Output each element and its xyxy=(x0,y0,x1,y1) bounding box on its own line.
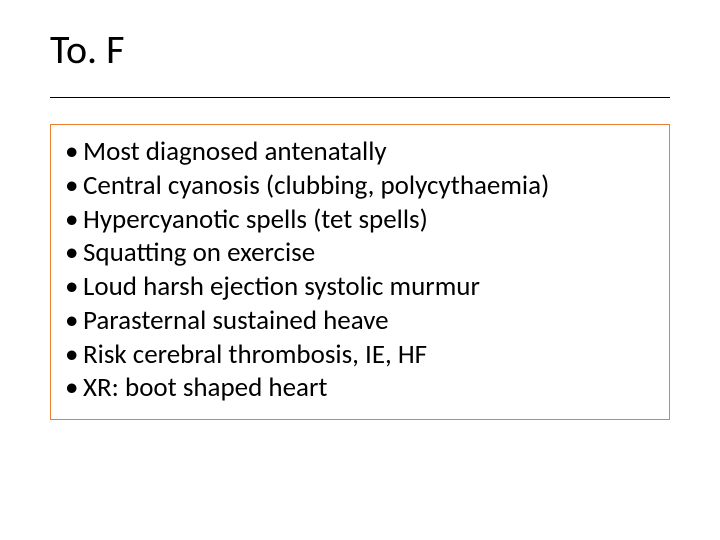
list-item: • Parasternal sustained heave xyxy=(65,304,655,338)
list-item: • Hypercyanotic spells (tet spells) xyxy=(65,203,655,237)
list-item: • XR: boot shaped heart xyxy=(65,371,655,405)
bullet-icon: • xyxy=(65,203,83,237)
bullet-list: • Most diagnosed antenatally • Central c… xyxy=(65,135,655,405)
bullet-icon: • xyxy=(65,338,83,372)
slide-title: To. F xyxy=(50,28,670,72)
list-item: • Risk cerebral thrombosis, IE, HF xyxy=(65,338,655,372)
bullet-icon: • xyxy=(65,236,83,270)
bullet-icon: • xyxy=(65,371,83,405)
list-item: • Loud harsh ejection systolic murmur xyxy=(65,270,655,304)
list-item: • Squatting on exercise xyxy=(65,236,655,270)
list-item: • Most diagnosed antenatally xyxy=(65,135,655,169)
slide: To. F • Most diagnosed antenatally • Cen… xyxy=(0,0,720,540)
bullet-text: Squatting on exercise xyxy=(83,236,655,270)
bullet-text: Hypercyanotic spells (tet spells) xyxy=(83,203,655,237)
list-item: • Central cyanosis (clubbing, polycythae… xyxy=(65,169,655,203)
bullet-icon: • xyxy=(65,169,83,203)
content-box: • Most diagnosed antenatally • Central c… xyxy=(50,124,670,420)
bullet-text: Central cyanosis (clubbing, polycythaemi… xyxy=(83,169,655,203)
bullet-icon: • xyxy=(65,304,83,338)
bullet-text: Parasternal sustained heave xyxy=(83,304,655,338)
bullet-text: Most diagnosed antenatally xyxy=(83,135,655,169)
bullet-text: Risk cerebral thrombosis, IE, HF xyxy=(83,338,655,372)
bullet-icon: • xyxy=(65,135,83,169)
bullet-icon: • xyxy=(65,270,83,304)
bullet-text: XR: boot shaped heart xyxy=(83,371,655,405)
title-region: To. F xyxy=(50,28,670,98)
bullet-text: Loud harsh ejection systolic murmur xyxy=(83,270,655,304)
